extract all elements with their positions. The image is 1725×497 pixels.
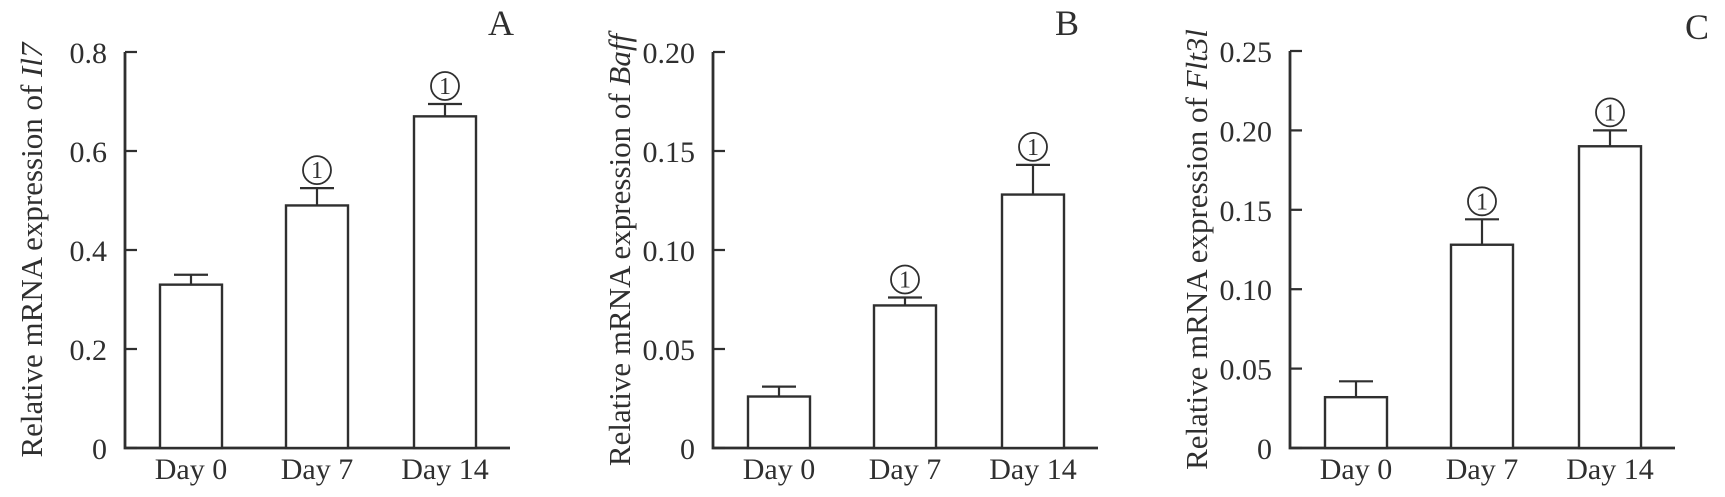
sig-marker-circle — [1018, 131, 1048, 162]
sig-marker-label: 1 — [1604, 100, 1616, 126]
y-tick-label: 0.10 — [1220, 274, 1273, 307]
sig-marker-label: 1 — [311, 158, 323, 184]
bar — [746, 395, 812, 450]
x-tick-label: Day 14 — [989, 453, 1076, 486]
bar — [1449, 243, 1515, 450]
sig-marker-label: 1 — [899, 268, 911, 294]
panel-c: 0 0.05 0.10 0.15 0.20 0.25 Day 0 1 Day 7 1 Day 14 R… — [1165, 0, 1725, 497]
y-tick-label: 0.20 — [1220, 115, 1273, 148]
x-tick-label: Day 0 — [743, 453, 815, 486]
x-tick-label: Day 14 — [401, 453, 488, 486]
y-axis-title: Relative mRNA expression of Baff — [602, 30, 637, 467]
sig-marker-circle — [890, 264, 920, 295]
chart-svg: 0 0.05 0.10 0.15 0.20 Day 0 1 Day 7 1 Day 14 Relat… — [602, 3, 1098, 486]
bar — [412, 115, 478, 450]
y-tick-label: 0.15 — [1220, 195, 1273, 228]
y-axis-title: Relative mRNA expression of Flt3l — [1179, 29, 1214, 470]
panel-a: 0 0.2 0.4 0.6 0.8 Day 0 1 Day 7 1 Day 14 Relative … — [0, 0, 560, 497]
y-tick-label: 0.6 — [70, 136, 108, 169]
sig-marker-label: 1 — [1476, 189, 1488, 215]
panel-letter: C — [1685, 7, 1709, 47]
bar — [1323, 395, 1389, 450]
x-tick-label: Day 0 — [1320, 453, 1392, 486]
bar — [1000, 193, 1066, 450]
y-tick-label: 0.15 — [643, 136, 696, 169]
panel-b: 0 0.05 0.10 0.15 0.20 Day 0 1 Day 7 1 Day 14 Relat… — [588, 0, 1148, 497]
y-tick-label: 0.20 — [643, 37, 696, 70]
sig-marker-circle — [430, 71, 460, 101]
bar — [158, 283, 224, 450]
sig-marker-circle — [1467, 186, 1497, 217]
sig-marker-circle — [1595, 97, 1625, 128]
y-axis-title: Relative mRNA expression of Il7 — [14, 41, 49, 457]
x-tick-label: Day 7 — [281, 453, 353, 486]
y-tick-label: 0.10 — [643, 235, 696, 268]
panel-letter: B — [1055, 3, 1079, 43]
y-tick-label: 0.05 — [1220, 354, 1273, 387]
bar — [284, 204, 350, 450]
sig-marker-label: 1 — [439, 74, 451, 100]
sig-marker-circle — [302, 155, 332, 186]
sig-marker-label: 1 — [1027, 135, 1039, 161]
y-tick-label: 0.8 — [70, 37, 108, 70]
chart-svg: 0 0.05 0.10 0.15 0.20 0.25 Day 0 1 Day 7 1 Day 14 R… — [1179, 7, 1709, 486]
x-tick-label: Day 7 — [1446, 453, 1518, 486]
x-tick-label: Day 14 — [1566, 453, 1653, 486]
y-tick-label: 0 — [680, 433, 695, 466]
chart-svg: 0 0.2 0.4 0.6 0.8 Day 0 1 Day 7 1 Day 14 Relative … — [14, 3, 514, 486]
y-tick-label: 0.05 — [643, 334, 696, 367]
y-tick-label: 0.2 — [70, 334, 108, 367]
x-tick-label: Day 0 — [155, 453, 227, 486]
y-tick-label: 0 — [92, 433, 107, 466]
x-tick-label: Day 7 — [869, 453, 941, 486]
panel-letter: A — [488, 3, 514, 43]
y-tick-label: 0.4 — [70, 235, 108, 268]
bar — [872, 304, 938, 450]
y-tick-label: 0 — [1257, 433, 1272, 466]
bar — [1577, 145, 1643, 450]
y-tick-label: 0.25 — [1220, 36, 1273, 69]
